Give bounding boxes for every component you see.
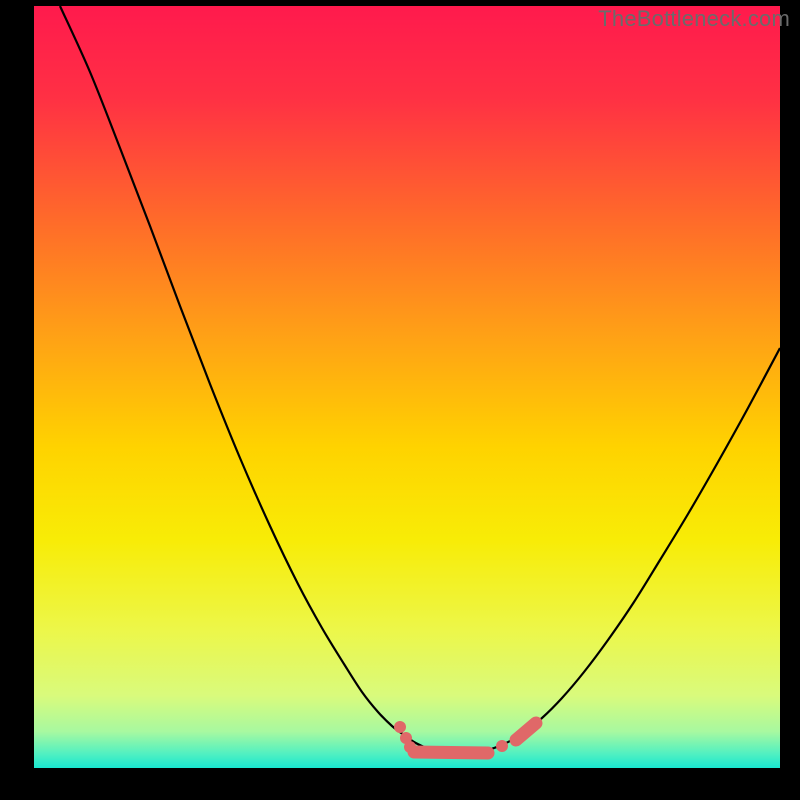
gradient-background xyxy=(34,6,780,768)
bottleneck-curve-chart xyxy=(34,6,780,768)
marker-point xyxy=(394,721,406,733)
marker-point xyxy=(496,740,508,752)
watermark-text: TheBottleneck.com xyxy=(598,6,790,32)
chart-frame: TheBottleneck.com xyxy=(0,0,800,800)
marker-segment xyxy=(414,752,488,753)
